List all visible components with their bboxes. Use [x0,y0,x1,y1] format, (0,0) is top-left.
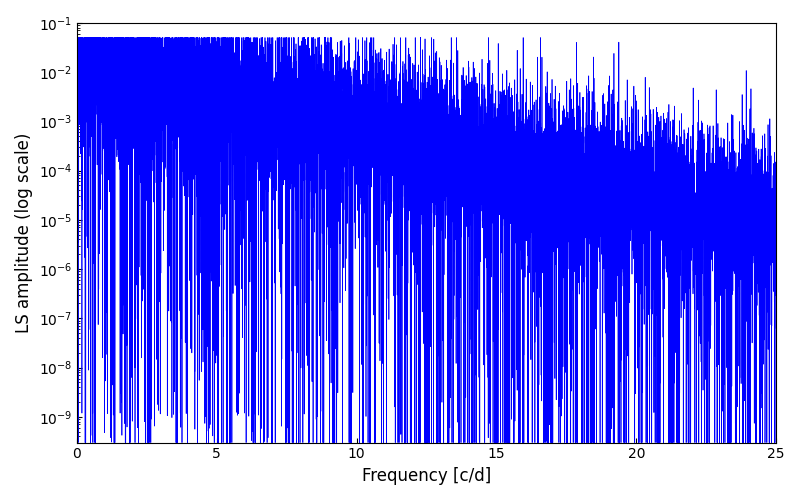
Y-axis label: LS amplitude (log scale): LS amplitude (log scale) [15,132,33,333]
X-axis label: Frequency [c/d]: Frequency [c/d] [362,467,491,485]
